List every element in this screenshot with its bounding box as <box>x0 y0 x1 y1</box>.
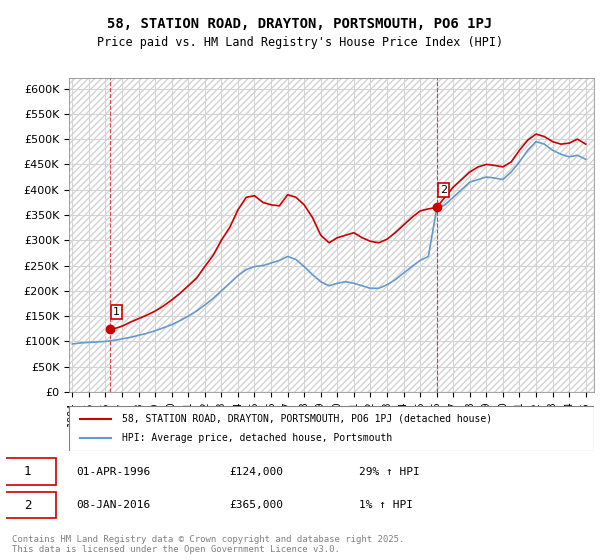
Text: 1: 1 <box>24 465 32 478</box>
Text: HPI: Average price, detached house, Portsmouth: HPI: Average price, detached house, Port… <box>121 433 392 444</box>
Text: 1% ↑ HPI: 1% ↑ HPI <box>359 500 413 510</box>
FancyBboxPatch shape <box>69 406 594 451</box>
Text: Contains HM Land Registry data © Crown copyright and database right 2025.
This d: Contains HM Land Registry data © Crown c… <box>12 535 404 554</box>
Text: 1: 1 <box>113 307 120 317</box>
Text: 01-APR-1996: 01-APR-1996 <box>77 466 151 477</box>
Text: £124,000: £124,000 <box>229 466 283 477</box>
Text: 08-JAN-2016: 08-JAN-2016 <box>77 500 151 510</box>
Text: 2: 2 <box>24 498 32 512</box>
FancyBboxPatch shape <box>0 492 56 518</box>
Text: 58, STATION ROAD, DRAYTON, PORTSMOUTH, PO6 1PJ (detached house): 58, STATION ROAD, DRAYTON, PORTSMOUTH, P… <box>121 413 491 423</box>
Text: 58, STATION ROAD, DRAYTON, PORTSMOUTH, PO6 1PJ: 58, STATION ROAD, DRAYTON, PORTSMOUTH, P… <box>107 17 493 31</box>
Text: 29% ↑ HPI: 29% ↑ HPI <box>359 466 419 477</box>
Text: 2: 2 <box>440 185 447 195</box>
FancyBboxPatch shape <box>0 459 56 484</box>
Text: Price paid vs. HM Land Registry's House Price Index (HPI): Price paid vs. HM Land Registry's House … <box>97 36 503 49</box>
Text: £365,000: £365,000 <box>229 500 283 510</box>
